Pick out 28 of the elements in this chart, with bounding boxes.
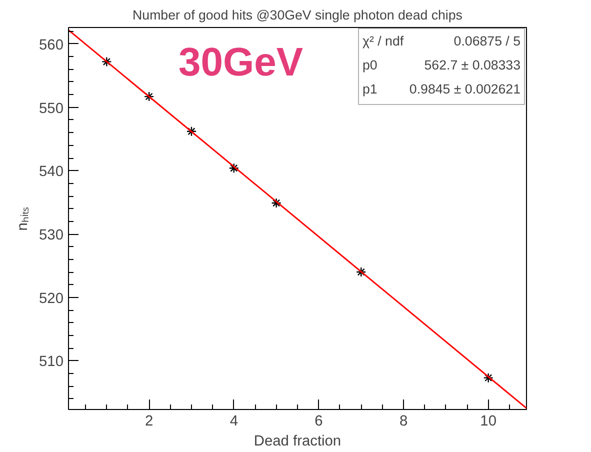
annotation: p1	[362, 82, 378, 96]
x-tick-label: 4	[230, 414, 238, 430]
point	[356, 266, 366, 278]
annotation: χ² / ndf	[362, 34, 404, 48]
y-tick-label: 520	[39, 290, 64, 307]
y-tick-label: 540	[39, 164, 64, 180]
y-axis-title: nₕᵢₜₛ	[15, 206, 32, 231]
point	[144, 91, 154, 102]
x-tick-label: 2	[145, 414, 154, 430]
y-tick-label: 510	[39, 354, 64, 370]
x-tick-label: 8	[399, 414, 408, 430]
y-tick-label: 530	[39, 228, 64, 244]
y-tick-label: 550	[39, 100, 64, 117]
x-axis-title: Dead fraction	[254, 434, 342, 450]
y-tick-label: 560	[39, 37, 64, 54]
point	[228, 163, 239, 174]
annotation: 30GeV	[178, 40, 304, 84]
point	[483, 372, 494, 383]
chart-title: Number of good hits @30GeV single photon dead chips	[132, 8, 463, 22]
x-tick-label: 6	[314, 414, 323, 430]
annotation: p0	[362, 58, 378, 72]
annotation: 562.7 ± 0.08333	[424, 58, 521, 72]
x-tick-label: 10	[480, 414, 496, 430]
annotation: 0.06875 / 5	[454, 34, 521, 48]
point	[271, 198, 282, 208]
point	[186, 126, 197, 136]
point	[102, 56, 112, 67]
annotation: 0.9845 ± 0.002621	[409, 82, 520, 96]
